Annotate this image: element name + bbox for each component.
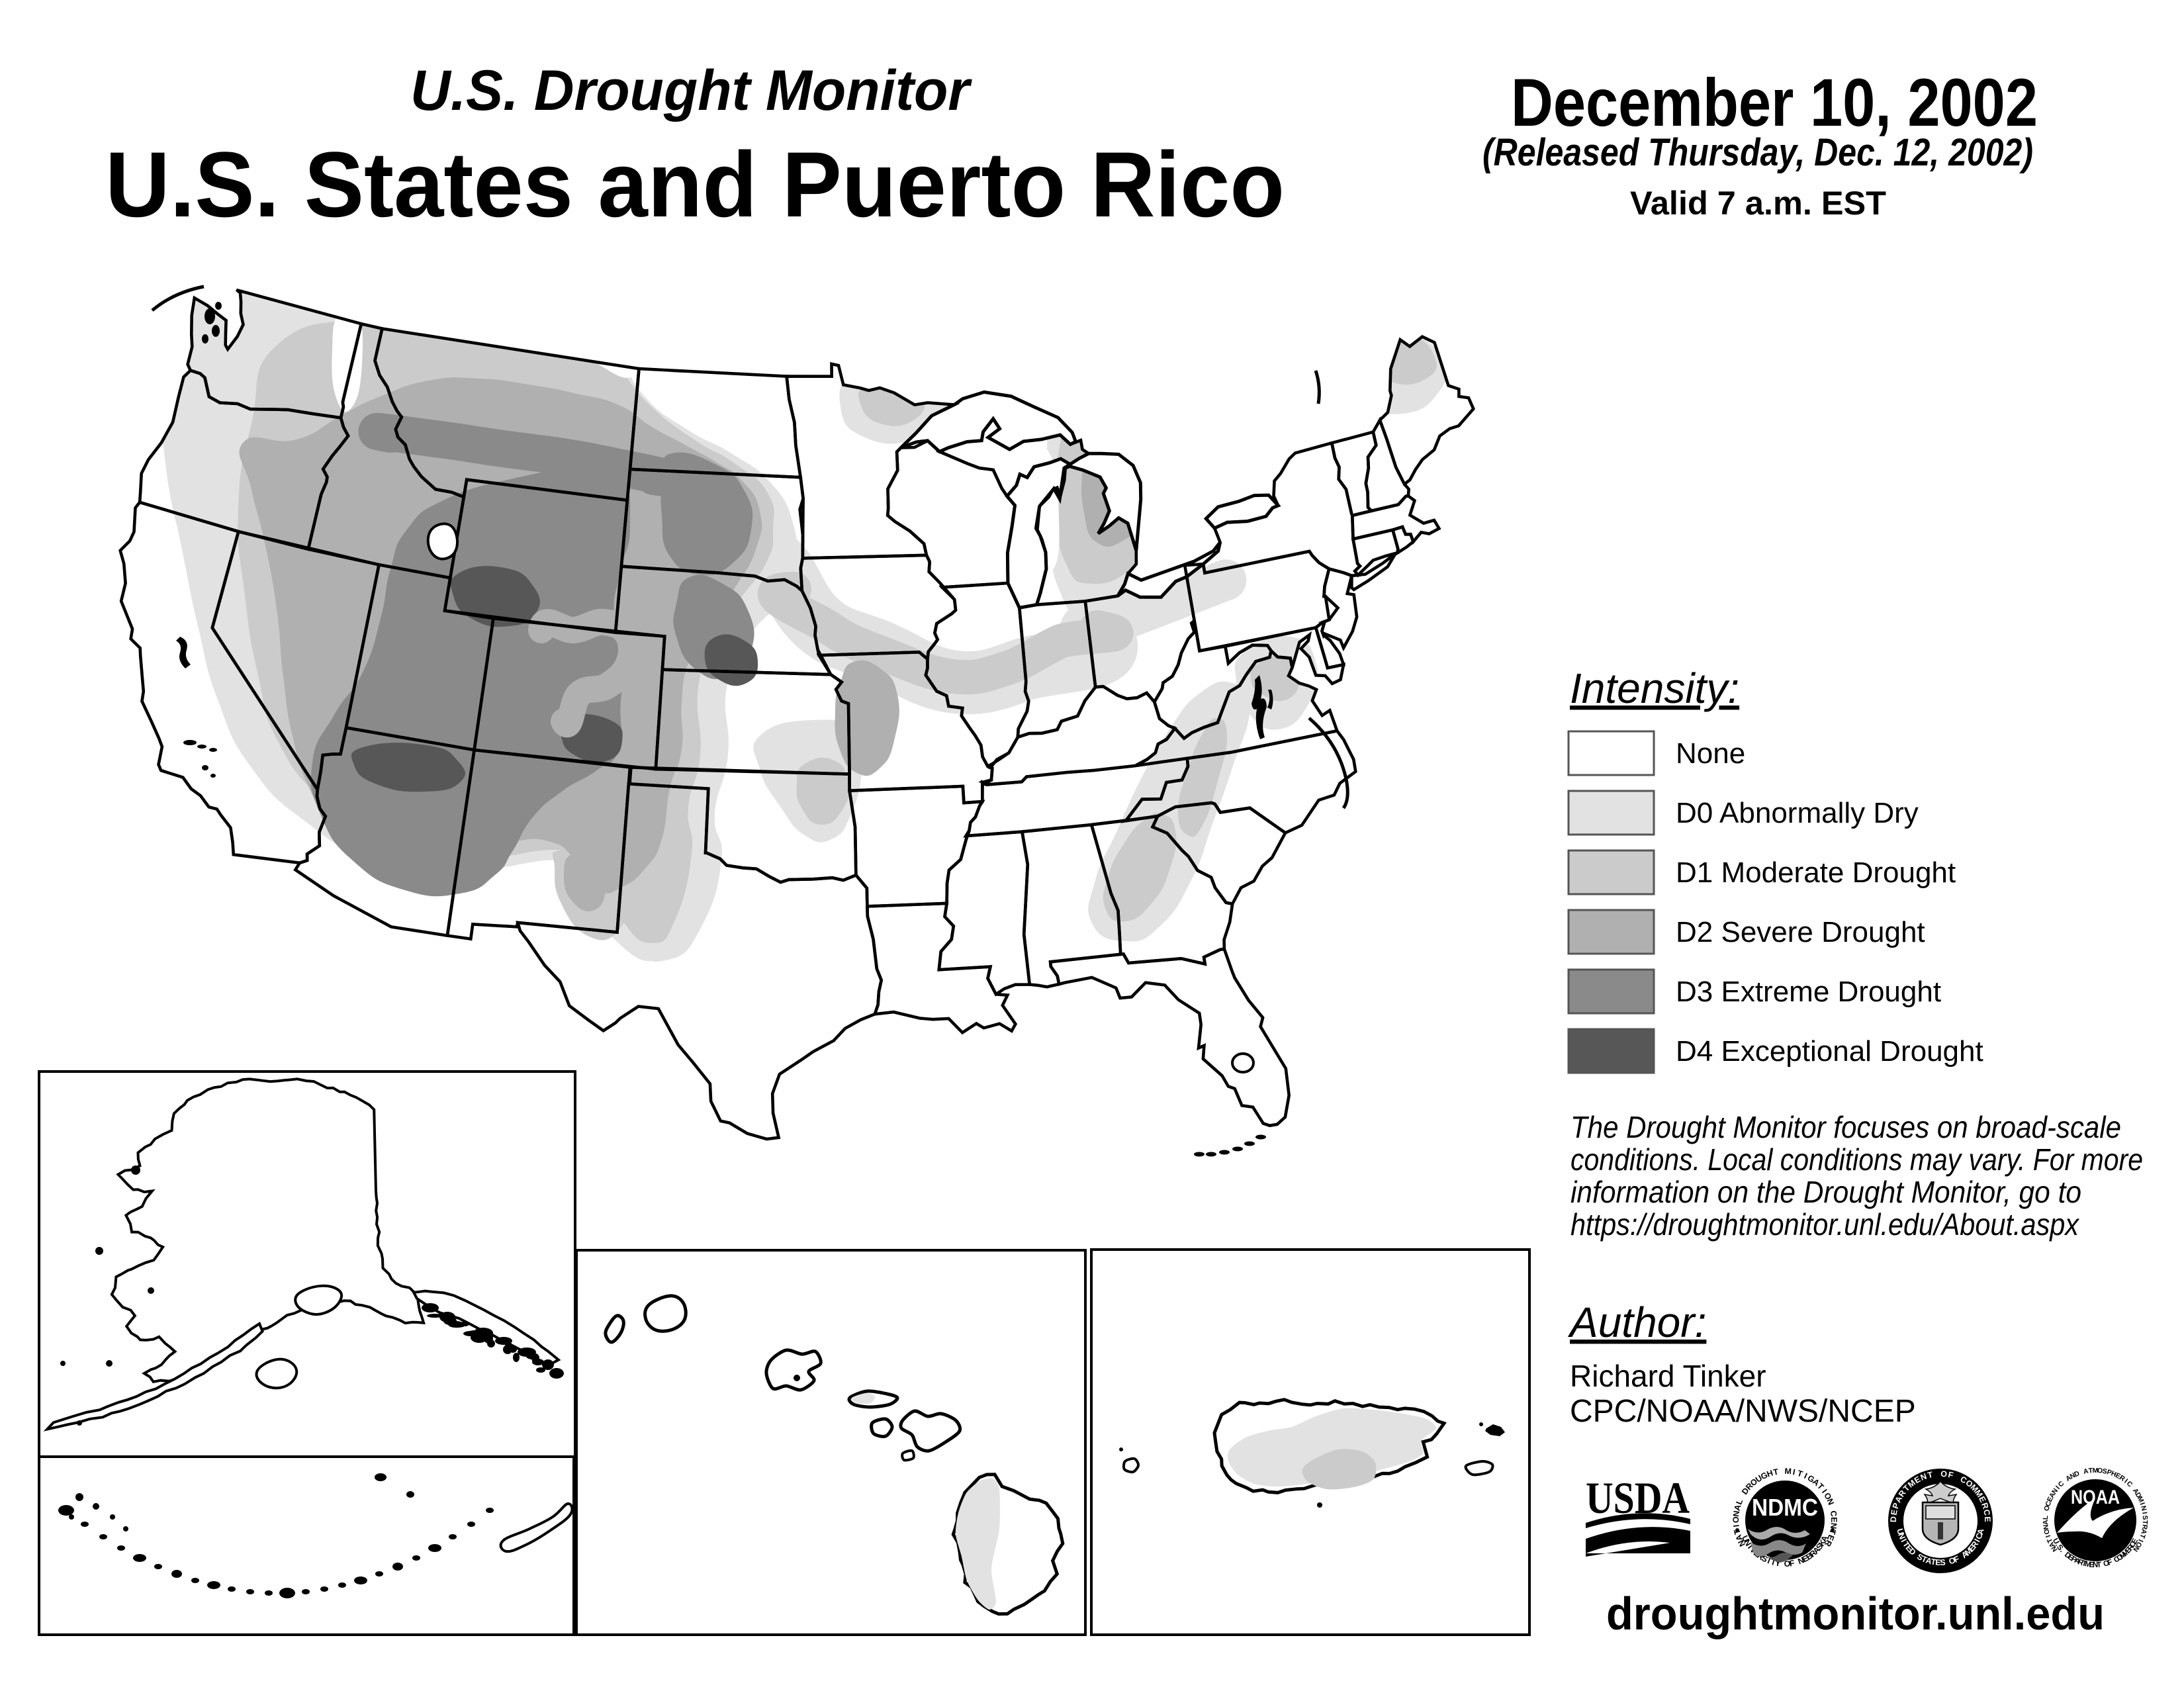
svg-text:C: C [1981, 1508, 1991, 1516]
svg-text:T: T [2046, 1537, 2055, 1544]
svg-text:droughtmonitor.unl.edu: droughtmonitor.unl.edu [1606, 1588, 2105, 1639]
svg-text:I: I [1973, 1537, 1982, 1544]
svg-text:Valid 7 a.m. EST: Valid 7 a.m. EST [1630, 185, 1886, 222]
svg-text:None: None [1676, 737, 1745, 770]
svg-text:H: H [2110, 1469, 2117, 1479]
svg-text:F: F [1789, 1559, 1796, 1569]
svg-text:O: O [2042, 1505, 2052, 1512]
svg-text:F: F [1947, 1470, 1954, 1480]
svg-text:U.S. States and Puerto Rico: U.S. States and Puerto Rico [105, 132, 1285, 236]
svg-text:M: M [2084, 1560, 2091, 1569]
svg-text:A: A [2042, 1520, 2050, 1525]
svg-text:D: D [1889, 1516, 1898, 1523]
svg-text:I: I [1803, 1471, 1809, 1481]
svg-text:D3 Extreme Drought: D3 Extreme Drought [1676, 976, 1941, 1008]
svg-text:T: T [2141, 1520, 2149, 1525]
svg-text:I: I [1899, 1537, 1908, 1544]
svg-text:I: I [1731, 1524, 1741, 1528]
svg-text:E: E [2114, 1471, 2122, 1481]
svg-text:S: S [2102, 1467, 2108, 1476]
svg-text:E: E [1829, 1517, 1839, 1522]
svg-text:E: E [1889, 1509, 1899, 1516]
svg-text:S: S [2141, 1515, 2149, 1520]
svg-text:.: . [2054, 1541, 2062, 1547]
svg-text:O: O [1948, 1555, 1957, 1566]
svg-text:E: E [1935, 1558, 1941, 1567]
svg-text:NOAA: NOAA [2071, 1486, 2120, 1508]
svg-text:M: M [1784, 1467, 1792, 1477]
svg-text:Intensity:: Intensity: [1570, 664, 1739, 712]
svg-text:P: P [2106, 1468, 2113, 1477]
svg-text:T: T [1927, 1470, 1934, 1480]
svg-text:T: T [2081, 1559, 2087, 1568]
svg-text:December 10, 2002: December 10, 2002 [1511, 65, 2038, 140]
svg-text:The Drought Monitor focuses on: The Drought Monitor focuses on broad-sca… [1570, 1110, 2121, 1144]
svg-text:R: R [2140, 1524, 2149, 1531]
svg-text:O: O [1784, 1559, 1791, 1569]
svg-text:N: N [2139, 1505, 2148, 1512]
svg-text:conditions. Local conditions m: conditions. Local conditions may vary. F… [1570, 1142, 2143, 1177]
svg-text:T: T [1796, 1469, 1804, 1479]
svg-text:N: N [1829, 1522, 1839, 1530]
svg-text:I: I [2054, 1485, 2062, 1491]
svg-text:I: I [1746, 1543, 1754, 1550]
svg-text:C: C [1829, 1510, 1839, 1518]
svg-text:O: O [2042, 1528, 2052, 1535]
svg-text:O: O [2097, 1467, 2103, 1475]
svg-text:E: E [1983, 1516, 1992, 1522]
svg-text:D2 Severe Drought: D2 Severe Drought [1676, 916, 1925, 948]
svg-text:https://droughtmonitor.unl.edu: https://droughtmonitor.unl.edu/About.asp… [1570, 1207, 2080, 1242]
svg-text:E: E [2046, 1496, 2055, 1503]
svg-text:R: R [1979, 1502, 1990, 1510]
svg-text:O: O [2103, 1559, 2111, 1569]
svg-text:T: T [1770, 1557, 1777, 1568]
svg-text:D1 Moderate Drought: D1 Moderate Drought [1676, 856, 1956, 889]
svg-text:T: T [2097, 1561, 2102, 1570]
svg-text:I: I [2044, 1534, 2052, 1539]
svg-text:N: N [2042, 1524, 2050, 1530]
svg-text:CPC/NOAA/NWS/NCEP: CPC/NOAA/NWS/NCEP [1570, 1394, 1916, 1429]
svg-text:D4 Exceptional Drought: D4 Exceptional Drought [1676, 1035, 1983, 1068]
svg-text:I: I [1792, 1467, 1796, 1477]
svg-text:Richard Tinker: Richard Tinker [1570, 1359, 1766, 1393]
svg-text:N: N [2093, 1561, 2098, 1569]
svg-text:H: H [1766, 1469, 1774, 1479]
svg-text:I: I [2138, 1502, 2146, 1506]
svg-text:S: S [1940, 1558, 1946, 1567]
svg-text:A: A [1733, 1504, 1743, 1512]
svg-text:I: I [2140, 1512, 2148, 1515]
svg-text:D0 Abnormally Dry: D0 Abnormally Dry [1676, 797, 1919, 829]
svg-text:D: D [2073, 1469, 2081, 1479]
svg-text:M: M [2093, 1467, 2099, 1475]
svg-text:I: I [2122, 1477, 2129, 1485]
svg-text:C: C [2044, 1500, 2053, 1508]
svg-text:U.S. Drought Monitor: U.S. Drought Monitor [410, 59, 972, 122]
svg-text:O: O [1940, 1469, 1948, 1479]
svg-text:NDMC: NDMC [1752, 1494, 1818, 1521]
svg-text:F: F [2107, 1558, 2114, 1567]
svg-text:A: A [2083, 1467, 2089, 1476]
svg-text:I: I [2136, 1538, 2144, 1543]
svg-text:Author:: Author: [1567, 1299, 1706, 1346]
svg-text:E: E [2089, 1561, 2095, 1570]
svg-text:L: L [2042, 1515, 2050, 1520]
svg-text:A: A [1925, 1555, 1933, 1566]
svg-text:A: A [1976, 1528, 1986, 1535]
svg-text:T: T [2138, 1533, 2147, 1539]
svg-text:T: T [2088, 1467, 2093, 1475]
svg-text:A: A [2139, 1528, 2148, 1535]
svg-text:I: I [1820, 1488, 1829, 1495]
svg-text:T: T [1772, 1467, 1779, 1477]
svg-text:(Released Thursday, Dec. 12, 2: (Released Thursday, Dec. 12, 2002) [1482, 131, 2033, 174]
svg-text:U: U [1895, 1528, 1905, 1535]
svg-text:T: T [1930, 1557, 1936, 1567]
svg-text:Y: Y [1774, 1559, 1782, 1569]
svg-text:O: O [1731, 1516, 1741, 1523]
svg-text:information on the Drought Mon: information on the Drought Monitor, go t… [1570, 1175, 2081, 1209]
svg-text:.: . [2058, 1547, 2066, 1554]
svg-text:N: N [1731, 1510, 1741, 1518]
svg-text:I: I [1766, 1556, 1771, 1565]
